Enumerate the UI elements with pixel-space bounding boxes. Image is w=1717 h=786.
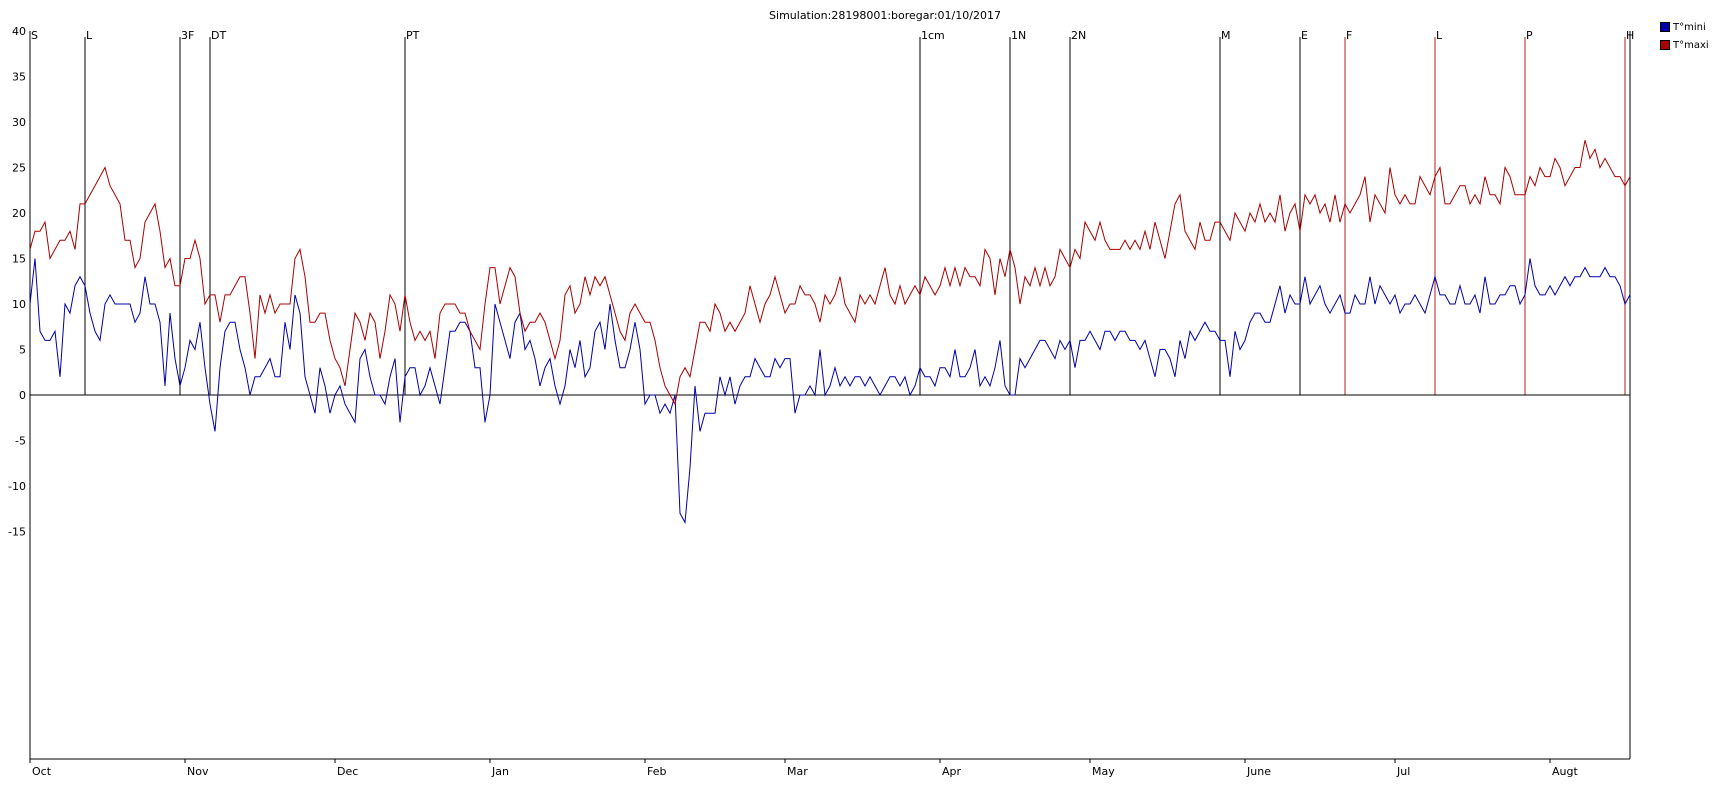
legend-label-tmini: T°mini <box>1673 21 1706 33</box>
x-tick-label: Jul <box>1396 765 1410 778</box>
stage-markers: SL3FDTPT1cm1N2NMEFLPH <box>29 29 1634 395</box>
stage-label: 3F <box>181 29 194 42</box>
y-tick-label: 40 <box>12 25 26 38</box>
y-tick-label: 15 <box>12 253 26 266</box>
y-tick-label: 25 <box>12 162 26 175</box>
y-tick-label: 10 <box>12 298 26 311</box>
y-tick-label: -10 <box>8 480 26 493</box>
stage-label: M <box>1221 29 1231 42</box>
series-line <box>29 140 1631 406</box>
y-tick-label: 5 <box>19 344 26 357</box>
y-tick-label: 20 <box>12 207 26 220</box>
stage-label: 1N <box>1011 29 1026 42</box>
y-tick-label: 0 <box>19 389 26 402</box>
stage-label: F <box>1346 29 1352 42</box>
y-tick-label: 30 <box>12 116 26 129</box>
legend-item-tmini: T°mini <box>1660 18 1709 36</box>
legend-swatch-tmaxi <box>1660 40 1670 50</box>
legend-item-tmaxi: T°maxi <box>1660 36 1709 54</box>
stage-label: S <box>31 29 38 42</box>
x-tick-label: June <box>1246 765 1271 778</box>
x-tick-label: Feb <box>647 765 666 778</box>
series-line <box>29 258 1631 525</box>
legend-swatch-tmini <box>1660 22 1670 32</box>
y-tick-label: 35 <box>12 71 26 84</box>
legend: T°mini T°maxi <box>1660 18 1709 54</box>
series-lines <box>29 140 1631 525</box>
stage-label: E <box>1301 29 1308 42</box>
x-tick-label: Jan <box>491 765 509 778</box>
legend-label-tmaxi: T°maxi <box>1673 39 1709 51</box>
chart-title: Simulation:28198001:boregar:01/10/2017 <box>769 9 1001 22</box>
x-tick-label: May <box>1092 765 1115 778</box>
stage-label: 1cm <box>921 29 945 42</box>
stage-label: 2N <box>1071 29 1086 42</box>
x-tick-label: Nov <box>187 765 209 778</box>
stage-label: L <box>1436 29 1443 42</box>
stage-label: L <box>86 29 93 42</box>
axes: 40 35 30 25 20 15 10 5 0 -5 -10 -15 Oct Nov Dec Jan Feb M… <box>8 25 1631 778</box>
x-tick-label: Dec <box>337 765 358 778</box>
y-tick-label: -15 <box>8 526 26 539</box>
x-tick-label: Mar <box>787 765 808 778</box>
stage-label: PT <box>406 29 420 42</box>
x-tick-label: Apr <box>942 765 962 778</box>
x-tick-label: Oct <box>32 765 52 778</box>
stage-label: P <box>1526 29 1533 42</box>
x-tick-label: Augt <box>1552 765 1578 778</box>
y-tick-label: -5 <box>15 435 26 448</box>
stage-label: DT <box>211 29 226 42</box>
